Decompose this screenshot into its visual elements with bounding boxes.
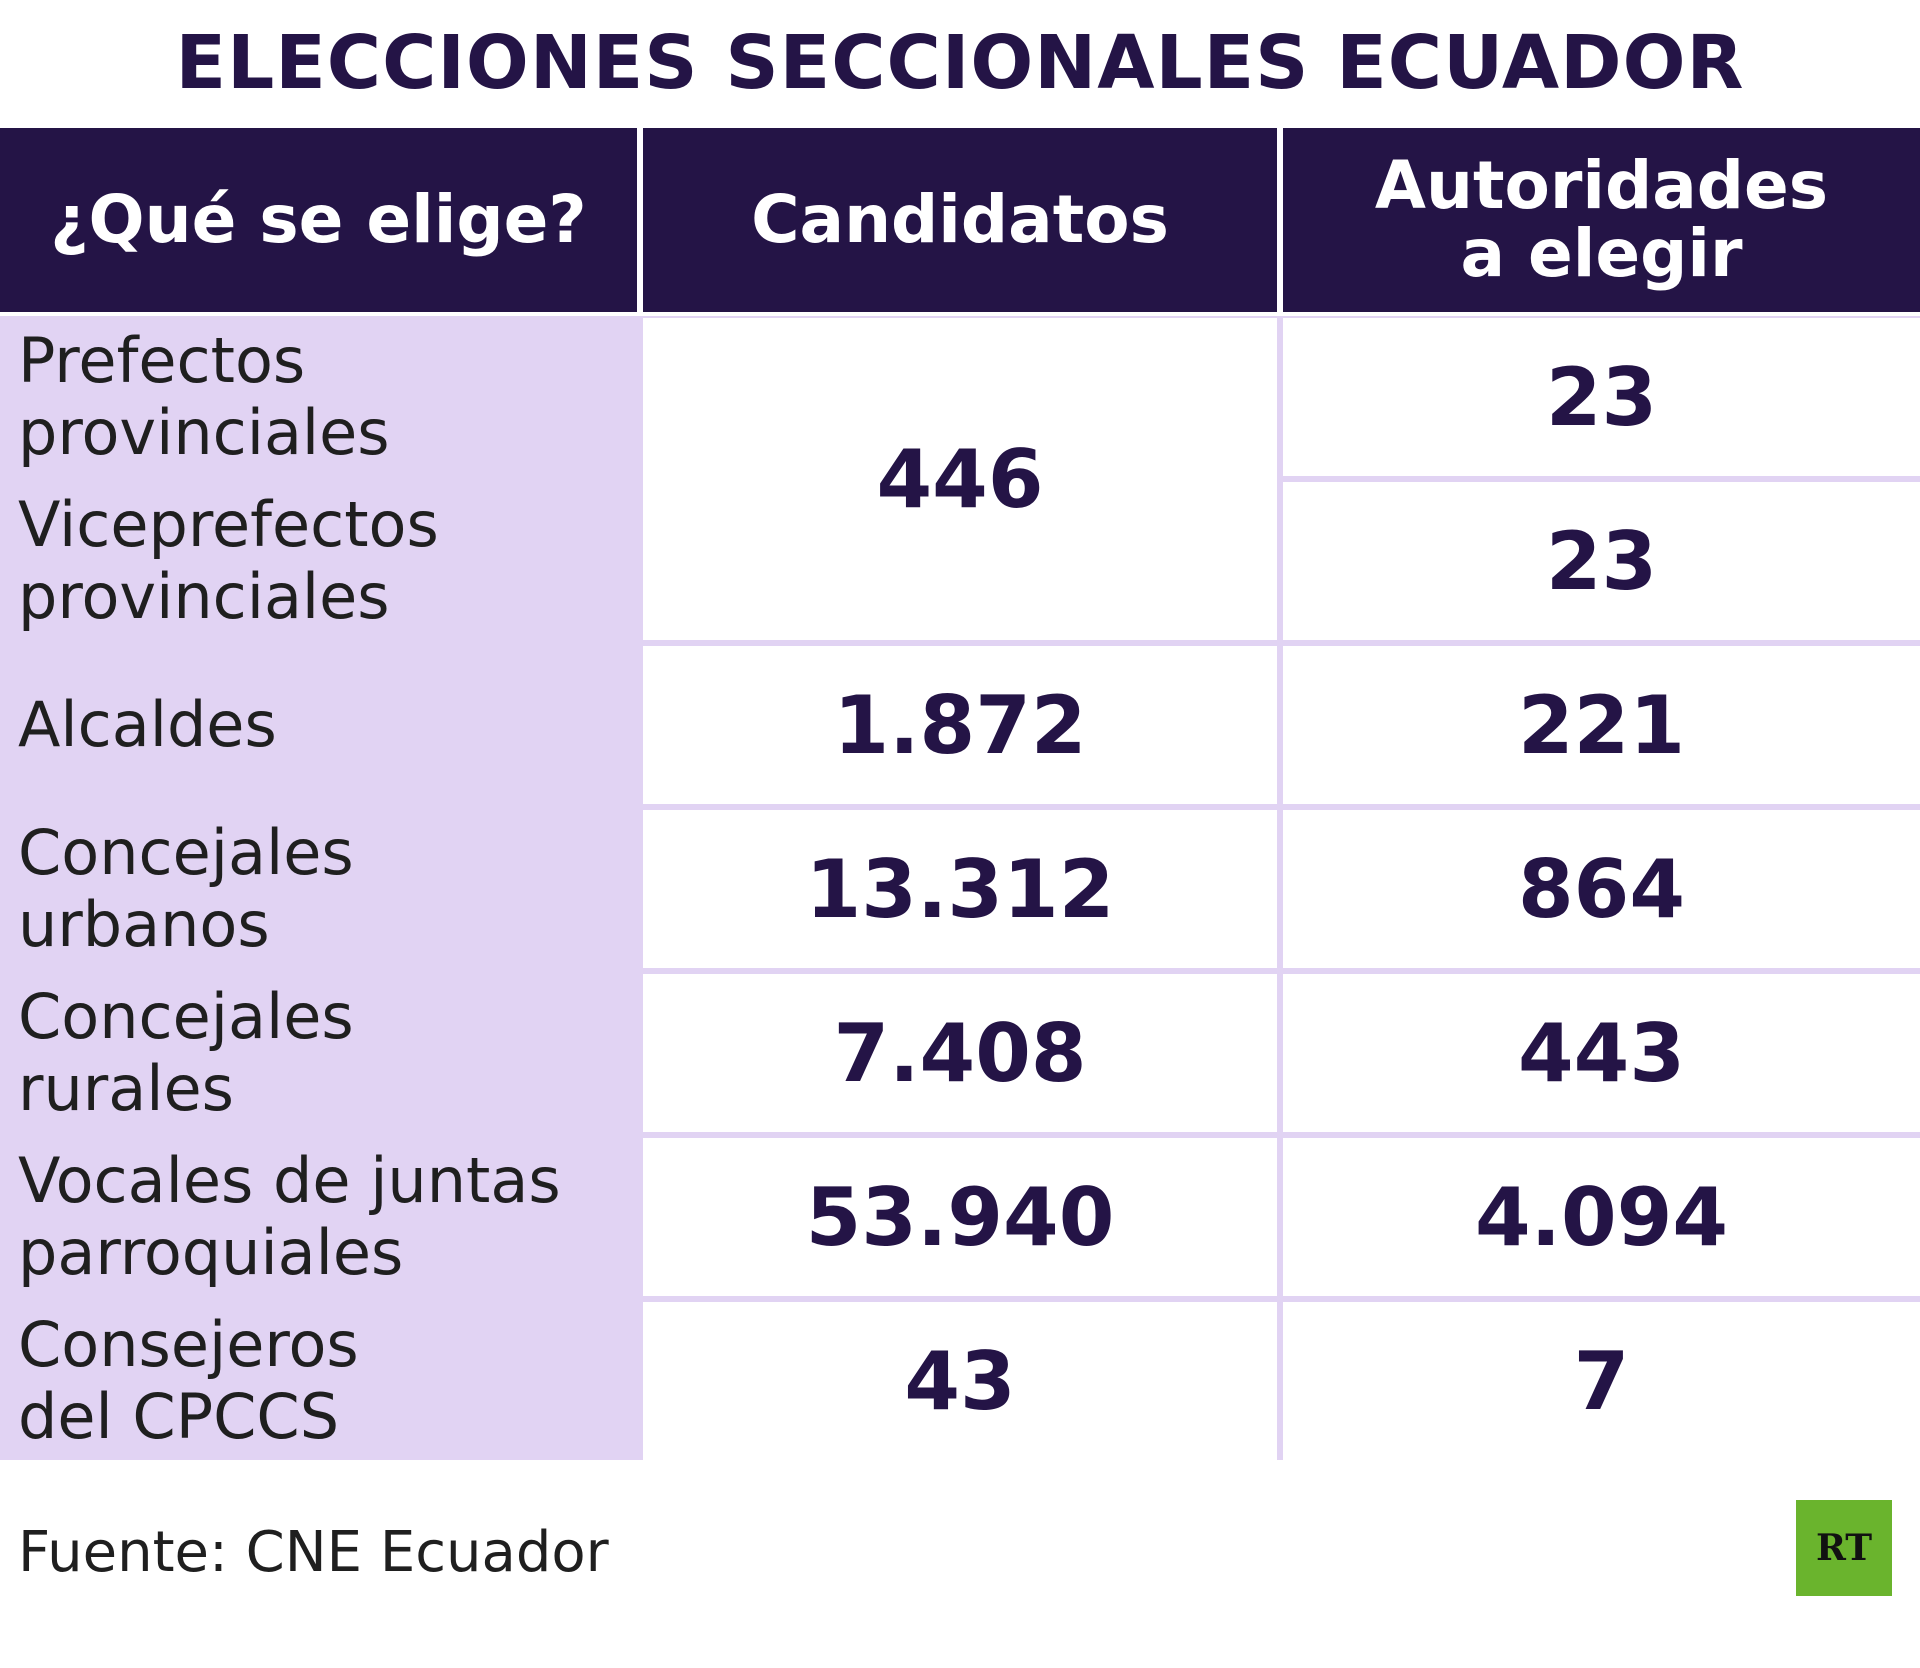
row-label-line1: Concejales [18,816,354,889]
cell-autoridades-consejeros: 7 [1283,1302,1920,1460]
rt-logo: RT [1796,1500,1892,1596]
header-label-line1: Autoridades [1374,147,1829,224]
row-label-line1: Viceprefectos [18,488,439,561]
row-label-line2: provinciales [18,396,390,469]
row-label-line2: urbanos [18,888,270,961]
row-label-line2: rurales [18,1052,234,1125]
row-label-vocales: Vocales de juntas parroquiales [0,1138,637,1296]
source-note: Fuente: CNE Ecuador [18,1520,609,1585]
cell-autoridades-concejales-urbanos: 864 [1283,810,1920,968]
cell-autoridades-prefectos: 23 [1283,318,1920,476]
row-label-line1: Vocales de juntas [18,1144,561,1217]
cell-candidatos-concejales-urbanos: 13.312 [643,810,1277,968]
header-label: Candidatos [751,181,1169,258]
header-what-is-elected: ¿Qué se elige? [0,128,637,312]
cell-candidatos-vocales: 53.940 [643,1138,1277,1296]
row-label-concejales-rurales: Concejales rurales [0,974,637,1132]
row-label-line2: del CPCCS [18,1380,340,1453]
row-label-concejales-urbanos: Concejales urbanos [0,810,637,968]
row-label-alcaldes: Alcaldes [0,646,637,804]
cell-autoridades-alcaldes: 221 [1283,646,1920,804]
header-candidatos: Candidatos [643,128,1277,312]
cell-candidatos-concejales-rurales: 7.408 [643,974,1277,1132]
row-label-viceprefectos: Viceprefectos provinciales [0,482,637,640]
cell-autoridades-vocales: 4.094 [1283,1138,1920,1296]
row-label-line2: provinciales [18,560,390,633]
cell-autoridades-concejales-rurales: 443 [1283,974,1920,1132]
row-label-prefectos: Prefectos provinciales [0,318,637,476]
cell-candidatos-prefectos-merged: 446 [643,318,1277,640]
cell-candidatos-alcaldes: 1.872 [643,646,1277,804]
row-label-line1: Alcaldes [18,688,277,761]
row-label-line1: Prefectos [18,324,306,397]
row-label-line1: Concejales [18,980,354,1053]
header-label-line2: a elegir [1460,215,1743,292]
chart-title: ELECCIONES SECCIONALES ECUADOR [175,20,1745,106]
row-label-line1: Consejeros [18,1308,359,1381]
cell-autoridades-viceprefectos: 23 [1283,482,1920,640]
header-label: ¿Qué se elige? [50,181,587,258]
logo-text: RT [1815,1527,1873,1569]
row-label-line2: parroquiales [18,1216,404,1289]
header-autoridades: Autoridades a elegir [1283,128,1920,312]
row-label-consejeros: Consejeros del CPCCS [0,1302,637,1460]
cell-candidatos-consejeros: 43 [643,1302,1277,1460]
